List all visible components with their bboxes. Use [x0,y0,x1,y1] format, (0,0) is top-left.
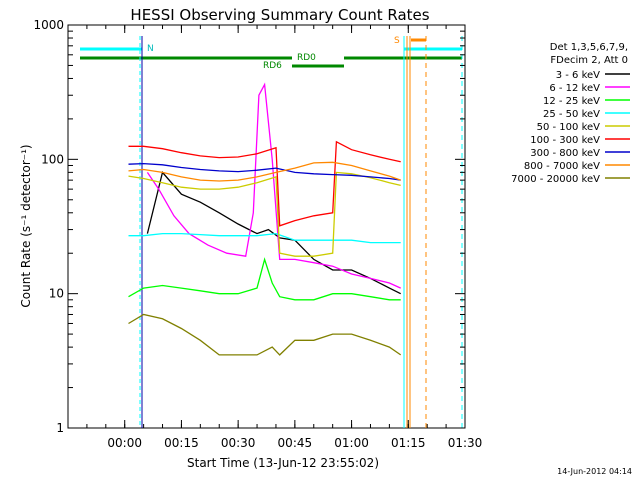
y-tick-label: 10 [49,287,64,301]
x-tick-label: 00:15 [164,436,199,450]
x-tick-label: 00:45 [278,436,313,450]
series-line-1 [146,82,401,289]
series-line-8 [128,313,402,356]
rd0-label: RD0 [297,53,316,63]
y-axis-label: Count Rate (s⁻¹ detector⁻¹) [19,144,33,307]
y-tick-label: 1 [56,421,64,435]
rd6-label: RD6 [263,61,282,71]
legend-label-7: 800 - 7000 keV [524,161,600,172]
series-line-3 [128,232,401,244]
series-line-2 [128,257,401,301]
annotation-layer: N RD0 RD6 S [80,36,463,428]
legend-label-2: 12 - 25 keV [543,96,600,107]
footer-timestamp: 14-Jun-2012 04:14 [557,467,632,476]
chart-title: HESSI Observing Summary Count Rates [130,6,429,24]
series-line-7 [128,161,401,182]
legend-label-1: 6 - 12 keV [549,83,600,94]
legend-label-6: 300 - 800 keV [530,148,600,159]
series-line-6 [128,162,401,181]
x-tick-label: 00:00 [107,436,142,450]
legend-label-8: 7000 - 20000 keV [511,174,600,185]
plot-frame [67,24,466,429]
series-line-4 [128,171,401,257]
legend-label-4: 50 - 100 keV [537,122,601,133]
saa-label: S [394,36,400,46]
series-line-5 [128,140,401,227]
night-label: N [147,44,154,54]
x-tick-label: 01:15 [391,436,426,450]
y-tick-label: 1000 [33,18,64,32]
legend-label-0: 3 - 6 keV [556,70,600,81]
series-layer [128,82,402,356]
axis-layer: 00:00 00:15 00:30 00:45 01:00 01:15 01:30 1 10 10… [33,18,482,450]
legend-label-3: 25 - 50 keV [543,109,600,120]
legend-header-line-2: FDecim 2, Att 0 [550,55,628,66]
y-tick-label: 100 [41,152,64,166]
legend-header-line-1: Det 1,3,5,6,7,9, [550,42,628,53]
x-tick-label: 01:30 [448,436,483,450]
x-axis-label: Start Time (13-Jun-12 23:55:02) [187,456,379,470]
legend: Det 1,3,5,6,7,9, FDecim 2, Att 0 3 - 6 k… [511,42,630,185]
x-tick-label: 00:30 [221,436,256,450]
legend-label-5: 100 - 300 keV [530,135,600,146]
x-tick-label: 01:00 [334,436,369,450]
